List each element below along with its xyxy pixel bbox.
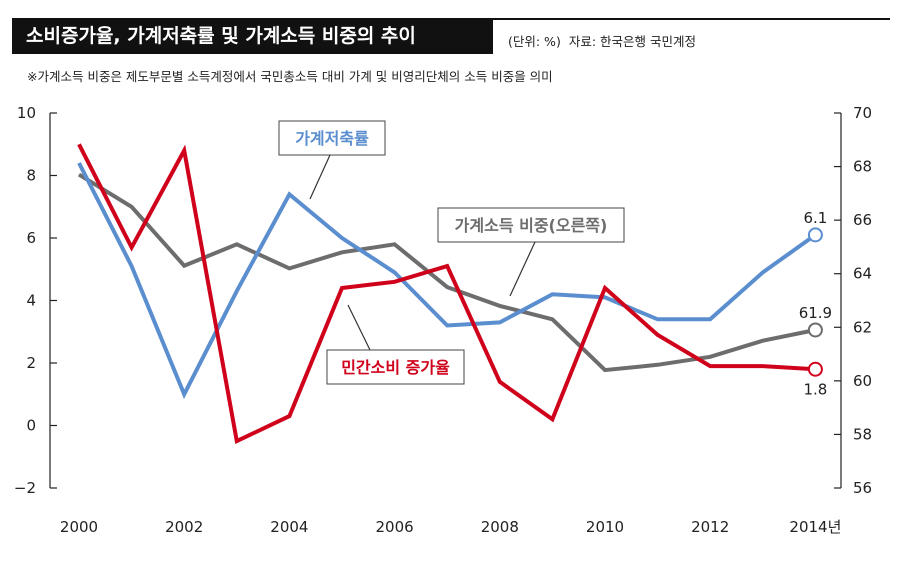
chart-note: ※가계소득 비중은 제도부문별 소득계정에서 국민총소득 대비 가계 및 비영리… <box>27 69 553 84</box>
source-label: 자료: 한국은행 국민계정 <box>568 34 696 49</box>
consumption-callout-box <box>326 349 465 385</box>
income-callout-label: 가계소득 비중(오른쪽) <box>455 216 608 235</box>
income-callout-pointer <box>509 241 536 297</box>
left-tick-label: 4 <box>26 292 36 310</box>
income-end-marker <box>807 322 823 338</box>
x-tick-label: 2014년 <box>789 518 841 536</box>
income-end-label: 61.9 <box>799 304 832 322</box>
x-tick-label: 2010 <box>586 518 624 536</box>
chart-title: 소비증가율, 가계저축률 및 가계소득 비중의 추이 <box>12 18 493 54</box>
savings-end-label: 6.1 <box>803 209 827 227</box>
left-tick-label: −2 <box>14 479 36 497</box>
right-tick-label: 70 <box>853 104 872 122</box>
savings-callout-box <box>278 120 386 156</box>
x-tick-label: 2002 <box>165 518 203 536</box>
right-tick-label: 66 <box>853 211 872 229</box>
left-tick-label: 10 <box>17 104 36 122</box>
right-tick-label: 60 <box>853 372 872 390</box>
income-share-line <box>77 172 816 373</box>
consumption-callout-label: 민간소비 증가율 <box>341 358 450 377</box>
left-tick-label: 8 <box>26 167 36 185</box>
title-rule <box>493 18 890 20</box>
left-tick-label: 2 <box>26 354 36 372</box>
chart-meta: (단위: %) 자료: 한국은행 국민계정 <box>508 31 696 50</box>
right-tick-label: 64 <box>853 265 872 283</box>
savings-callout-pointer <box>309 154 331 200</box>
unit-label: (단위: %) <box>508 34 561 49</box>
left-tick-label: 0 <box>26 417 36 435</box>
right-tick-label: 68 <box>853 158 872 176</box>
x-tick-label: 2004 <box>270 518 308 536</box>
x-tick-label: 2000 <box>60 518 98 536</box>
right-tick-label: 62 <box>853 318 872 336</box>
left-tick-label: 6 <box>26 229 36 247</box>
consumption-growth-line <box>77 143 816 445</box>
x-tick-label: 2006 <box>376 518 414 536</box>
savings-rate-line <box>77 162 817 400</box>
x-tick-label: 2012 <box>691 518 729 536</box>
consumption-end-marker <box>807 361 823 377</box>
consumption-end-label: 1.8 <box>803 380 827 398</box>
income-callout-box <box>437 207 625 243</box>
savings-callout-label: 가계저축률 <box>295 129 369 148</box>
savings-end-marker <box>807 227 823 243</box>
right-tick-label: 56 <box>853 479 872 497</box>
right-tick-label: 58 <box>853 425 872 443</box>
consumption-callout-pointer <box>347 304 371 351</box>
x-tick-label: 2008 <box>481 518 519 536</box>
chart-lines: 6.1 61.9 1.8 <box>77 143 832 445</box>
